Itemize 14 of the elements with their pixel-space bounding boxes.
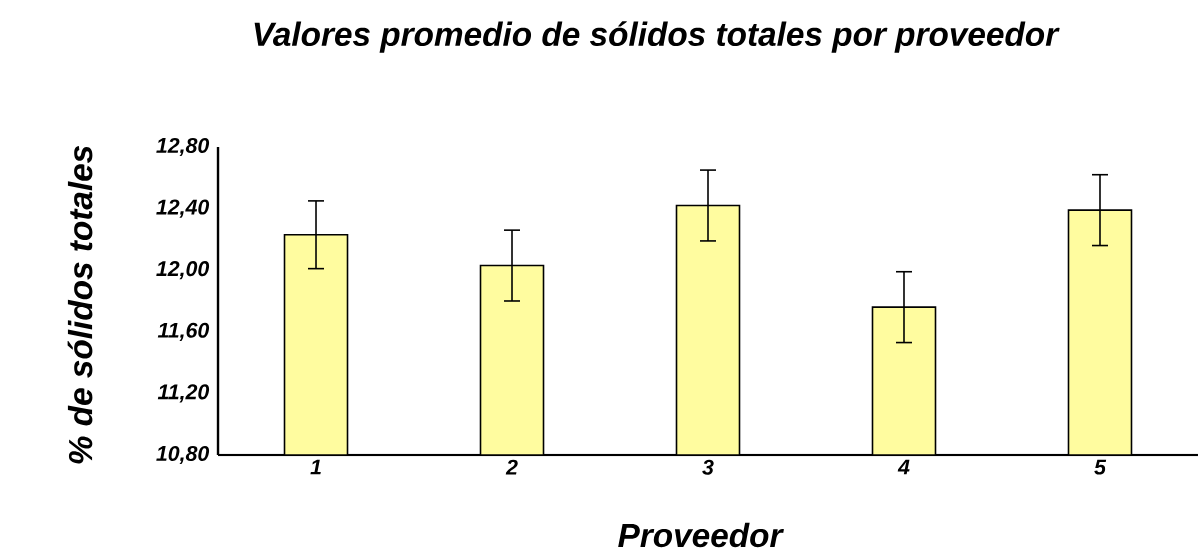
y-axis-title: % de sólidos totales: [67, 145, 93, 464]
y-tick-label: 12,00: [156, 261, 210, 280]
x-tick-label: 2: [505, 459, 518, 475]
y-tick-label: 12,40: [156, 199, 210, 218]
y-tick-label: 11,60: [157, 322, 210, 341]
x-tick-label: 1: [310, 459, 321, 475]
chart-title: Valores promedio de sólidos totales por proveedor: [254, 21, 1060, 53]
y-tick-label: 10,80: [156, 445, 210, 465]
x-tick-label: 5: [1094, 459, 1107, 475]
y-tick-label: 12,80: [156, 137, 210, 157]
x-axis-title: Proveedor: [618, 522, 784, 548]
x-tick-label: 3: [702, 459, 714, 475]
x-tick-label: 4: [897, 459, 910, 475]
y-tick-label: 11,20: [157, 384, 210, 403]
